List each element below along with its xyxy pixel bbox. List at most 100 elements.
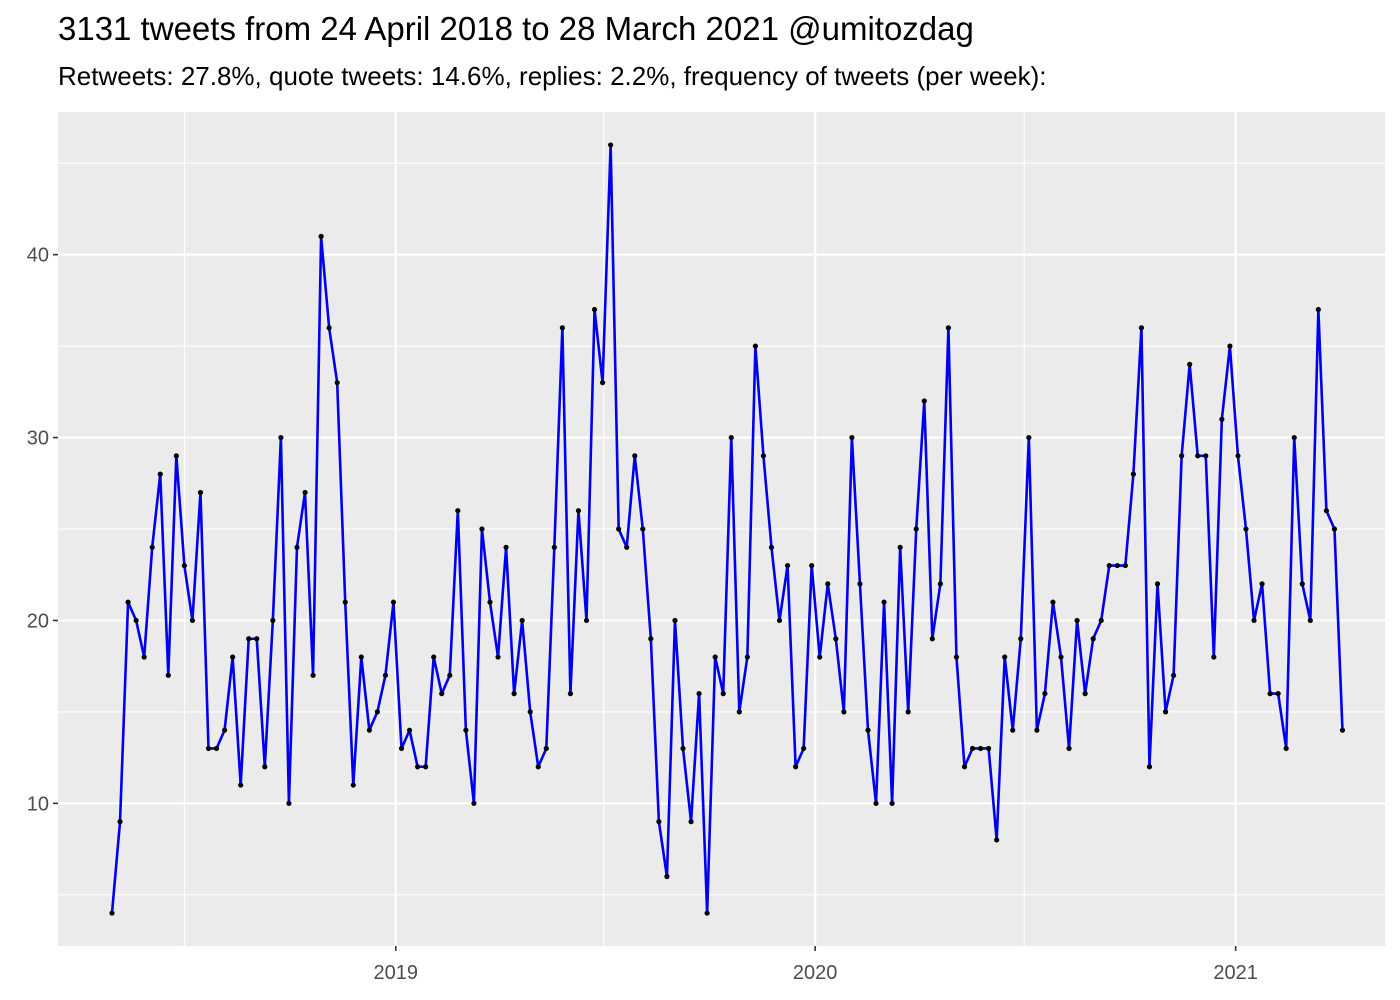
major-gridlines (58, 112, 1385, 946)
data-point (583, 617, 590, 624)
data-point (286, 800, 292, 806)
data-point (1002, 654, 1008, 660)
data-point (736, 709, 742, 715)
data-point (1090, 636, 1096, 642)
data-point (334, 380, 340, 386)
data-point (270, 617, 276, 624)
data-point (1283, 745, 1289, 752)
data-point (1179, 453, 1185, 459)
y-tick-label: 30 (27, 428, 49, 450)
data-point (720, 691, 726, 697)
data-point (986, 745, 992, 752)
data-point (1026, 434, 1032, 441)
data-point (873, 800, 879, 806)
data-point (929, 636, 935, 642)
data-point (889, 800, 895, 806)
data-point (688, 819, 694, 825)
data-point (1299, 581, 1305, 587)
data-point (1171, 672, 1177, 678)
data-point (278, 434, 284, 441)
data-point (648, 636, 654, 642)
data-point (591, 306, 598, 313)
data-point (760, 453, 767, 459)
data-point (455, 508, 461, 514)
data-point (350, 782, 356, 788)
data-point (527, 709, 533, 715)
axis-labels: 10 20 30 40 2019 2020 2021 (27, 245, 1258, 984)
data-point (535, 764, 541, 770)
data-point (382, 672, 389, 678)
data-point (1066, 745, 1072, 752)
data-point (519, 617, 525, 624)
data-point (567, 691, 574, 697)
data-point (841, 709, 847, 715)
data-point (133, 617, 139, 624)
data-point (1034, 727, 1040, 733)
data-point (1074, 617, 1080, 624)
data-point (1082, 691, 1088, 697)
data-point (1219, 416, 1225, 422)
data-point (1130, 471, 1136, 477)
data-point (1259, 581, 1265, 587)
data-point (1315, 306, 1321, 313)
x-tick-label: 2021 (1213, 962, 1258, 984)
data-point (1203, 453, 1209, 459)
data-point (784, 562, 791, 569)
data-point (447, 672, 453, 678)
data-point (221, 727, 228, 733)
data-point (994, 837, 1000, 843)
data-point (1187, 361, 1193, 367)
data-point (358, 654, 364, 660)
data-point (503, 544, 509, 550)
series-group (109, 142, 1346, 916)
data-point (833, 636, 839, 642)
data-point (768, 544, 775, 550)
data-point (1323, 508, 1330, 514)
chart-subtitle: Retweets: 27.8%, quote tweets: 14.6%, re… (58, 61, 1047, 91)
data-point (1235, 453, 1241, 459)
data-point (141, 654, 147, 660)
data-point (1162, 709, 1169, 715)
data-point (1058, 654, 1064, 660)
data-point (262, 764, 268, 770)
data-point (953, 654, 960, 660)
data-point (1339, 727, 1346, 733)
data-point (897, 544, 903, 550)
x-tick-label: 2019 (374, 962, 419, 984)
series-line (110, 143, 1344, 915)
data-point (599, 380, 606, 386)
data-point (1122, 562, 1128, 569)
data-point (640, 526, 646, 532)
data-point (1251, 617, 1257, 624)
data-point (849, 434, 855, 441)
data-point (1267, 691, 1273, 697)
data-point (318, 233, 324, 239)
data-point (817, 654, 823, 660)
data-point (165, 672, 171, 678)
x-tick-label: 2020 (793, 962, 838, 984)
data-point (1018, 636, 1024, 642)
data-point (664, 873, 670, 880)
data-point (1243, 526, 1249, 532)
data-point (181, 562, 187, 569)
y-tick-label: 20 (27, 610, 49, 632)
data-point (969, 745, 976, 752)
data-point (575, 508, 582, 514)
data-point (632, 453, 638, 459)
data-point (487, 599, 493, 605)
y-tick-label: 40 (27, 245, 49, 267)
data-point (1227, 343, 1233, 349)
data-point (616, 526, 622, 532)
data-point (109, 910, 115, 916)
data-point (149, 544, 155, 550)
data-point (406, 727, 413, 733)
data-point (246, 636, 252, 642)
data-point (415, 764, 421, 770)
data-point (374, 709, 380, 715)
data-point (1010, 727, 1016, 733)
data-point (423, 764, 429, 770)
data-point (865, 727, 871, 733)
data-point (125, 599, 131, 605)
data-point (776, 617, 783, 624)
data-point (1275, 691, 1281, 697)
